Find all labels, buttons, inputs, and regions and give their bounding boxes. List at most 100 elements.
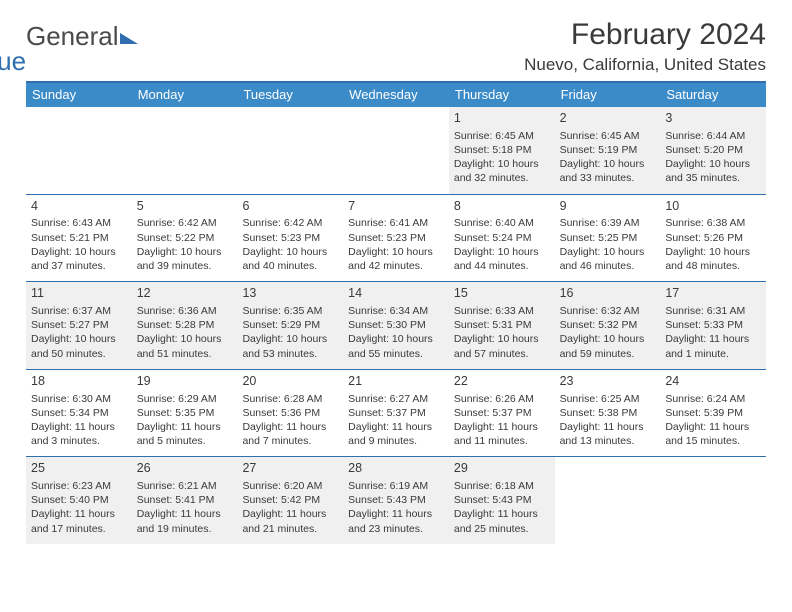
sunrise-text: Sunrise: 6:24 AM bbox=[665, 392, 761, 406]
sunrise-text: Sunrise: 6:32 AM bbox=[560, 304, 656, 318]
sunrise-text: Sunrise: 6:37 AM bbox=[31, 304, 127, 318]
daylight-text: Daylight: 10 hours and 35 minutes. bbox=[665, 157, 761, 185]
daylight-text: Daylight: 10 hours and 42 minutes. bbox=[348, 245, 444, 273]
day-cell: 16Sunrise: 6:32 AMSunset: 5:32 PMDayligh… bbox=[555, 282, 661, 369]
day-cell: 13 Sunrise: 6:35 AMSunset: 5:29 PMDayligh… bbox=[237, 282, 343, 369]
daylight-text: Daylight: 11 hours and 17 minutes. bbox=[31, 507, 127, 535]
day-number: 27 bbox=[242, 460, 338, 477]
dow-wednesday: Wednesday bbox=[343, 83, 449, 107]
day-cell: 27Sunrise: 6:20 AMSunset: 5:42 PMDayligh… bbox=[237, 457, 343, 544]
daylight-text: Daylight: 11 hours and 9 minutes. bbox=[348, 420, 444, 448]
sunset-text: Sunset: 5:43 PM bbox=[348, 493, 444, 507]
day-cell: 2Sunrise: 6:45 AMSunset: 5:19 PMDaylight… bbox=[555, 107, 661, 194]
day-cell: 7Sunrise: 6:41 AMSunset: 5:23 PMDaylight… bbox=[343, 195, 449, 282]
day-cell: 11Sunrise: 6:37 AMSunset: 5:27 PMDayligh… bbox=[26, 282, 132, 369]
sunset-text: Sunset: 5:21 PM bbox=[31, 231, 127, 245]
day-cell: 20Sunrise: 6:28 AMSunset: 5:36 PMDayligh… bbox=[237, 370, 343, 457]
sunset-text: Sunset: 5:23 PM bbox=[348, 231, 444, 245]
week-row: 1Sunrise: 6:45 AMSunset: 5:18 PMDaylight… bbox=[26, 107, 766, 194]
sunrise-text: Sunrise: 6:28 AM bbox=[242, 392, 338, 406]
day-cell: 14Sunrise: 6:34 AMSunset: 5:30 PMDayligh… bbox=[343, 282, 449, 369]
sunrise-text: Sunrise: 6:33 AM bbox=[454, 304, 550, 318]
calendar: Sunday Monday Tuesday Wednesday Thursday… bbox=[26, 81, 766, 544]
sunset-text: Sunset: 5:43 PM bbox=[454, 493, 550, 507]
daylight-text: Daylight: 10 hours and 44 minutes. bbox=[454, 245, 550, 273]
sunrise-text: Sunrise: 6:26 AM bbox=[454, 392, 550, 406]
sunrise-text: Sunrise: 6:21 AM bbox=[137, 479, 233, 493]
day-cell: 3Sunrise: 6:44 AMSunset: 5:20 PMDaylight… bbox=[660, 107, 766, 194]
daylight-text: Daylight: 10 hours and 59 minutes. bbox=[560, 332, 656, 360]
sunset-text: Sunset: 5:33 PM bbox=[665, 318, 761, 332]
week-row: 18Sunrise: 6:30 AMSunset: 5:34 PMDayligh… bbox=[26, 369, 766, 457]
day-number: 29 bbox=[454, 460, 550, 477]
day-cell bbox=[660, 457, 766, 544]
week-row: 25Sunrise: 6:23 AMSunset: 5:40 PMDayligh… bbox=[26, 456, 766, 544]
sunset-text: Sunset: 5:38 PM bbox=[560, 406, 656, 420]
day-number: 5 bbox=[137, 198, 233, 215]
weeks-container: 1Sunrise: 6:45 AMSunset: 5:18 PMDaylight… bbox=[26, 107, 766, 544]
month-title: February 2024 bbox=[524, 18, 766, 52]
day-number: 17 bbox=[665, 285, 761, 302]
day-number: 20 bbox=[242, 373, 338, 390]
daylight-text: Daylight: 11 hours and 19 minutes. bbox=[137, 507, 233, 535]
daylight-text: Daylight: 10 hours and 53 minutes. bbox=[242, 332, 338, 360]
sunset-text: Sunset: 5:37 PM bbox=[454, 406, 550, 420]
day-cell bbox=[555, 457, 661, 544]
day-cell: 12 Sunrise: 6:36 AMSunset: 5:28 PMDayligh… bbox=[132, 282, 238, 369]
day-number: 16 bbox=[560, 285, 656, 302]
day-number: 15 bbox=[454, 285, 550, 302]
day-number: 12 bbox=[137, 285, 233, 302]
day-cell: 18Sunrise: 6:30 AMSunset: 5:34 PMDayligh… bbox=[26, 370, 132, 457]
sunset-text: Sunset: 5:37 PM bbox=[348, 406, 444, 420]
day-cell: 25Sunrise: 6:23 AMSunset: 5:40 PMDayligh… bbox=[26, 457, 132, 544]
sunrise-text: Sunrise: 6:18 AM bbox=[454, 479, 550, 493]
day-cell: 9Sunrise: 6:39 AMSunset: 5:25 PMDaylight… bbox=[555, 195, 661, 282]
day-cell: 10Sunrise: 6:38 AMSunset: 5:26 PMDayligh… bbox=[660, 195, 766, 282]
sunset-text: Sunset: 5:26 PM bbox=[665, 231, 761, 245]
day-number: 28 bbox=[348, 460, 444, 477]
sunrise-text: Sunrise: 6:36 AM bbox=[137, 304, 233, 318]
daylight-text: Daylight: 10 hours and 39 minutes. bbox=[137, 245, 233, 273]
sunrise-text: Sunrise: 6:41 AM bbox=[348, 216, 444, 230]
day-cell bbox=[26, 107, 132, 194]
dow-thursday: Thursday bbox=[449, 83, 555, 107]
daylight-text: Daylight: 11 hours and 13 minutes. bbox=[560, 420, 656, 448]
sunset-text: Sunset: 5:22 PM bbox=[137, 231, 233, 245]
sunrise-text: Sunrise: 6:40 AM bbox=[454, 216, 550, 230]
daylight-text: Daylight: 11 hours and 7 minutes. bbox=[242, 420, 338, 448]
sunrise-text: Sunrise: 6:45 AM bbox=[560, 129, 656, 143]
sunrise-text: Sunrise: 6:42 AM bbox=[137, 216, 233, 230]
sunrise-text: Sunrise: 6:43 AM bbox=[31, 216, 127, 230]
sunset-text: Sunset: 5:39 PM bbox=[665, 406, 761, 420]
sunset-text: Sunset: 5:30 PM bbox=[348, 318, 444, 332]
day-number: 14 bbox=[348, 285, 444, 302]
sunset-text: Sunset: 5:24 PM bbox=[454, 231, 550, 245]
sunrise-text: Sunrise: 6:44 AM bbox=[665, 129, 761, 143]
daylight-text: Daylight: 10 hours and 37 minutes. bbox=[31, 245, 127, 273]
dow-friday: Friday bbox=[555, 83, 661, 107]
sunset-text: Sunset: 5:28 PM bbox=[137, 318, 233, 332]
logo-triangle-icon bbox=[120, 33, 138, 44]
sunrise-text: Sunrise: 6:39 AM bbox=[560, 216, 656, 230]
day-number: 9 bbox=[560, 198, 656, 215]
day-cell: 29Sunrise: 6:18 AMSunset: 5:43 PMDayligh… bbox=[449, 457, 555, 544]
dow-saturday: Saturday bbox=[660, 83, 766, 107]
day-number: 19 bbox=[137, 373, 233, 390]
header: General Blue February 2024 Nuevo, Califo… bbox=[26, 18, 766, 75]
sunset-text: Sunset: 5:29 PM bbox=[242, 318, 338, 332]
daylight-text: Daylight: 11 hours and 3 minutes. bbox=[31, 420, 127, 448]
daylight-text: Daylight: 10 hours and 40 minutes. bbox=[242, 245, 338, 273]
day-cell: 1Sunrise: 6:45 AMSunset: 5:18 PMDaylight… bbox=[449, 107, 555, 194]
day-number: 26 bbox=[137, 460, 233, 477]
day-cell: 26Sunrise: 6:21 AMSunset: 5:41 PMDayligh… bbox=[132, 457, 238, 544]
sunrise-text: Sunrise: 6:35 AM bbox=[242, 304, 338, 318]
day-number: 13 bbox=[242, 285, 338, 302]
sunrise-text: Sunrise: 6:20 AM bbox=[242, 479, 338, 493]
dow-tuesday: Tuesday bbox=[237, 83, 343, 107]
day-number: 18 bbox=[31, 373, 127, 390]
dow-monday: Monday bbox=[132, 83, 238, 107]
day-number: 3 bbox=[665, 110, 761, 127]
logo-word-1: General bbox=[26, 21, 119, 51]
day-cell: 22Sunrise: 6:26 AMSunset: 5:37 PMDayligh… bbox=[449, 370, 555, 457]
daylight-text: Daylight: 10 hours and 51 minutes. bbox=[137, 332, 233, 360]
